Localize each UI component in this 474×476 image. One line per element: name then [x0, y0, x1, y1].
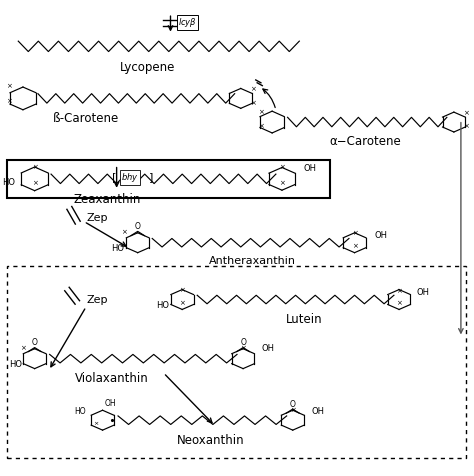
- Text: Neoxanthin: Neoxanthin: [176, 435, 244, 447]
- Text: HO: HO: [2, 178, 15, 187]
- Text: ×: ×: [6, 98, 12, 104]
- Text: Lycopene: Lycopene: [119, 60, 175, 73]
- Text: ×: ×: [352, 244, 357, 249]
- Text: HO: HO: [74, 407, 86, 416]
- Text: O: O: [240, 338, 246, 347]
- Text: Zep: Zep: [86, 295, 108, 305]
- Text: ×: ×: [93, 421, 99, 426]
- Text: ×: ×: [6, 83, 12, 89]
- Text: O: O: [135, 222, 141, 231]
- Text: ×: ×: [121, 229, 127, 235]
- Text: Zep: Zep: [86, 213, 108, 223]
- Text: ×: ×: [290, 407, 296, 413]
- Text: ß-Carotene: ß-Carotene: [53, 112, 119, 125]
- Text: OH: OH: [374, 231, 387, 240]
- Text: ×: ×: [396, 300, 402, 306]
- Text: Antheraxanthin: Antheraxanthin: [209, 256, 296, 266]
- Text: [: [: [112, 172, 117, 182]
- Text: ×: ×: [240, 345, 246, 351]
- Text: ×: ×: [250, 100, 256, 106]
- Text: OH: OH: [105, 399, 117, 408]
- Text: ×: ×: [20, 345, 26, 351]
- Bar: [7, 267, 465, 458]
- Text: ×: ×: [32, 164, 37, 170]
- Text: OH: OH: [416, 288, 429, 297]
- Text: $bhy$: $bhy$: [121, 171, 139, 184]
- Text: α−Carotene: α−Carotene: [329, 135, 401, 149]
- Text: ×: ×: [396, 288, 402, 294]
- Bar: [7, 160, 330, 198]
- Text: O: O: [32, 338, 37, 347]
- Text: Zeaxanthin: Zeaxanthin: [73, 193, 141, 206]
- Text: HO: HO: [9, 360, 22, 369]
- Text: Violaxanthin: Violaxanthin: [75, 372, 149, 385]
- Text: ×: ×: [463, 110, 469, 117]
- Text: ]: ]: [149, 172, 154, 182]
- Text: Lutein: Lutein: [286, 313, 322, 326]
- Text: ×: ×: [258, 123, 264, 129]
- Text: HO: HO: [111, 244, 125, 253]
- Text: ×: ×: [352, 230, 357, 236]
- Text: ×: ×: [279, 180, 285, 187]
- Text: OH: OH: [262, 344, 275, 353]
- Text: O: O: [290, 400, 296, 409]
- Text: ×: ×: [32, 180, 37, 187]
- Text: $lcy\beta$: $lcy\beta$: [178, 16, 197, 29]
- Text: ×: ×: [279, 165, 285, 170]
- Text: HO: HO: [156, 301, 169, 310]
- Text: ×: ×: [250, 87, 256, 92]
- Text: OH: OH: [304, 164, 317, 173]
- Text: ×: ×: [258, 109, 264, 116]
- Text: OH: OH: [311, 407, 324, 416]
- Text: ×: ×: [463, 123, 469, 129]
- Text: ×: ×: [179, 300, 185, 306]
- Text: ×: ×: [179, 288, 185, 294]
